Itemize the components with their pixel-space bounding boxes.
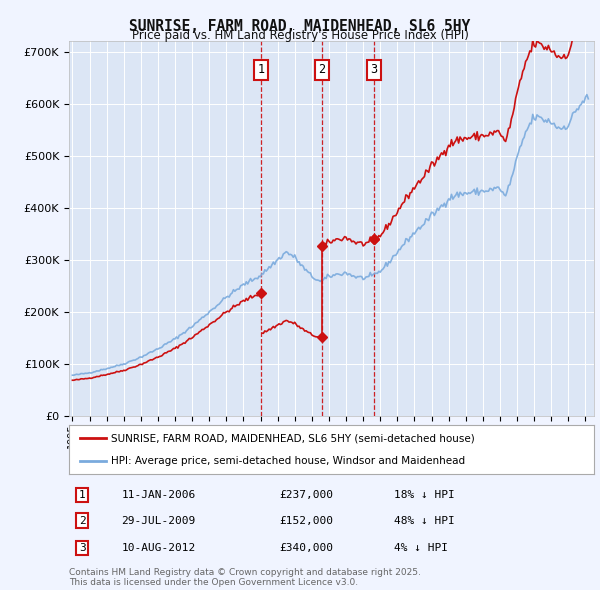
Text: 10-AUG-2012: 10-AUG-2012	[121, 543, 196, 553]
Text: £152,000: £152,000	[279, 516, 333, 526]
Text: 29-JUL-2009: 29-JUL-2009	[121, 516, 196, 526]
Text: 18% ↓ HPI: 18% ↓ HPI	[395, 490, 455, 500]
Text: SUNRISE, FARM ROAD, MAIDENHEAD, SL6 5HY (semi-detached house): SUNRISE, FARM ROAD, MAIDENHEAD, SL6 5HY …	[111, 434, 475, 444]
Text: 1: 1	[79, 490, 86, 500]
Text: £340,000: £340,000	[279, 543, 333, 553]
Text: 3: 3	[79, 543, 86, 553]
Text: 1: 1	[257, 63, 265, 77]
Text: Contains HM Land Registry data © Crown copyright and database right 2025.
This d: Contains HM Land Registry data © Crown c…	[69, 568, 421, 587]
Text: SUNRISE, FARM ROAD, MAIDENHEAD, SL6 5HY: SUNRISE, FARM ROAD, MAIDENHEAD, SL6 5HY	[130, 19, 470, 34]
Text: 4% ↓ HPI: 4% ↓ HPI	[395, 543, 449, 553]
Text: 11-JAN-2006: 11-JAN-2006	[121, 490, 196, 500]
Text: 2: 2	[79, 516, 86, 526]
Text: 3: 3	[370, 63, 377, 77]
Text: 48% ↓ HPI: 48% ↓ HPI	[395, 516, 455, 526]
Text: HPI: Average price, semi-detached house, Windsor and Maidenhead: HPI: Average price, semi-detached house,…	[111, 455, 465, 466]
Text: Price paid vs. HM Land Registry's House Price Index (HPI): Price paid vs. HM Land Registry's House …	[131, 30, 469, 42]
Text: 2: 2	[318, 63, 325, 77]
Text: £237,000: £237,000	[279, 490, 333, 500]
